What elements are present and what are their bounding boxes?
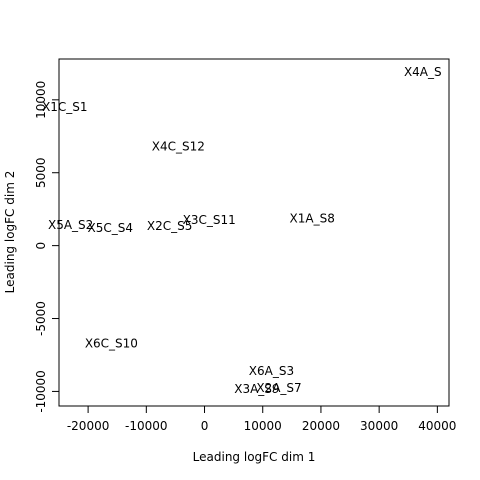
point-label: X3C_S11 [183,213,236,227]
x-axis: -20000 -10000 0 10000 20000 30000 40000 [67,405,456,433]
point-label: X6C_S10 [85,336,138,350]
x-tick-label: 40000 [418,419,456,433]
y-tick-label: -10000 [34,370,48,413]
y-axis-title: Leading logFC dim 2 [3,171,17,294]
y-tick-label: 0 [34,242,48,250]
point-label: X2C_S5 [147,219,193,233]
point-label: X4A_S [404,65,442,79]
point-label: X6A_S3 [249,364,294,378]
point-label: X5C_S4 [87,221,133,235]
point-label: X5A_S2 [48,218,93,232]
y-tick-label: -5000 [34,301,48,336]
x-axis-title: Leading logFC dim 1 [193,450,316,464]
point-label: X4C_S12 [152,139,205,153]
point-label: X1A_S8 [290,212,335,226]
point-label: X1C_S1 [42,100,88,114]
y-tick-label: 5000 [34,157,48,188]
x-tick-label: 20000 [302,419,340,433]
x-tick-label: -20000 [67,419,110,433]
x-tick-label: 30000 [360,419,398,433]
x-tick-label: 10000 [244,419,282,433]
x-tick-label: -10000 [125,419,168,433]
point-label: X3A_S9 [234,382,279,396]
point-label: X2A_S7 [256,381,301,395]
y-axis: -10000 -5000 0 5000 10000 [34,81,60,413]
x-tick-label: 0 [201,419,209,433]
y-tick-label: 10000 [34,81,48,119]
